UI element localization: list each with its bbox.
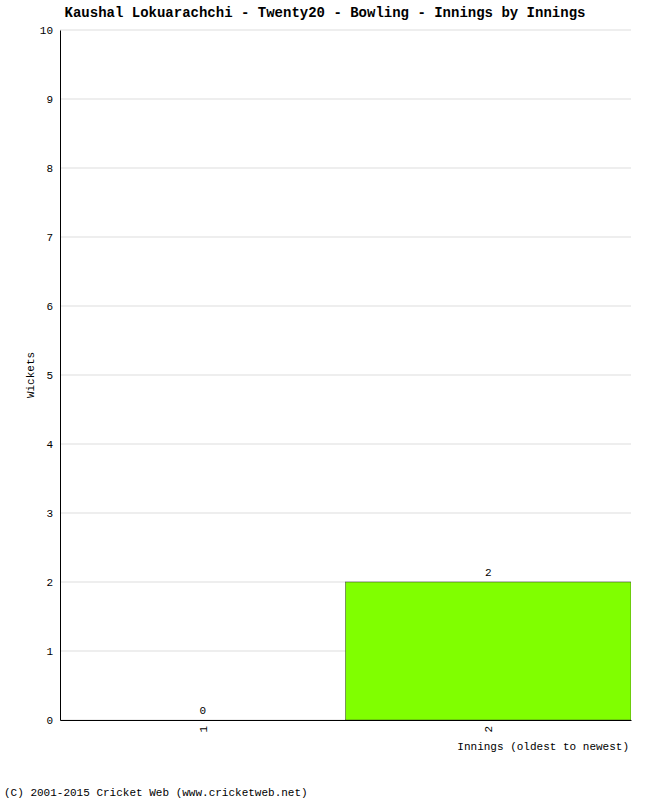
y-tick: 9 xyxy=(46,94,60,106)
grid-line xyxy=(60,306,631,307)
y-tick: 1 xyxy=(46,646,60,658)
y-tick: 0 xyxy=(46,715,60,727)
grid-line xyxy=(60,99,631,100)
y-tick: 2 xyxy=(46,577,60,589)
y-tick: 10 xyxy=(40,25,60,37)
x-tick-label: 1 xyxy=(198,726,210,733)
chart: 0123456789101202Kaushal Lokuarachchi - T… xyxy=(0,0,650,800)
plot: 0123456789101202 xyxy=(40,25,632,733)
x-axis-title: Innings (oldest to newest) xyxy=(457,741,629,753)
data-label: 0 xyxy=(199,705,206,717)
grid-line xyxy=(60,444,631,445)
grid-line xyxy=(60,375,631,376)
y-axis-line xyxy=(60,31,61,721)
title: Kaushal Lokuarachchi - Twenty20 - Bowlin… xyxy=(65,5,586,21)
background xyxy=(0,0,650,800)
grid-line xyxy=(60,513,631,514)
y-axis: 0 1 2 3 4 5 6 7 8 9 10 xyxy=(40,25,61,727)
grid-line xyxy=(60,168,631,169)
y-tick-label: 1 xyxy=(46,646,53,658)
bar xyxy=(346,582,632,720)
data-label: 2 xyxy=(485,567,492,579)
x-tick-label: 2 xyxy=(483,726,495,733)
grid-line xyxy=(60,30,631,31)
x-tick: 2 xyxy=(483,720,495,733)
x-tick: 1 xyxy=(198,720,210,733)
y-tick: 8 xyxy=(46,163,60,175)
y-tick-label: 5 xyxy=(46,370,53,382)
grid xyxy=(60,30,631,720)
x-axis: 12 xyxy=(61,720,632,733)
x-axis-line xyxy=(61,720,632,721)
y-tick-label: 8 xyxy=(46,163,53,175)
y-tick-label: 2 xyxy=(46,577,53,589)
data-labels: 02 xyxy=(199,567,491,717)
credit: (C) 2001-2015 Cricket Web (www.cricketwe… xyxy=(4,787,308,799)
grid-line xyxy=(60,237,631,238)
y-tick-label: 0 xyxy=(46,715,53,727)
bars xyxy=(346,582,632,720)
y-tick: 3 xyxy=(46,508,60,520)
y-axis-title: Wickets xyxy=(25,352,37,398)
y-tick: 4 xyxy=(46,439,60,451)
y-tick-label: 3 xyxy=(46,508,53,520)
y-tick: 6 xyxy=(46,301,60,313)
y-tick-label: 10 xyxy=(40,25,53,37)
annotations: (C) 2001-2015 Cricket Web (www.cricketwe… xyxy=(4,787,308,799)
y-tick: 5 xyxy=(46,370,60,382)
y-tick-label: 7 xyxy=(46,232,53,244)
bar xyxy=(60,720,346,721)
y-tick-label: 9 xyxy=(46,94,53,106)
y-tick: 7 xyxy=(46,232,60,244)
y-tick-label: 4 xyxy=(46,439,53,451)
y-tick-label: 6 xyxy=(46,301,53,313)
